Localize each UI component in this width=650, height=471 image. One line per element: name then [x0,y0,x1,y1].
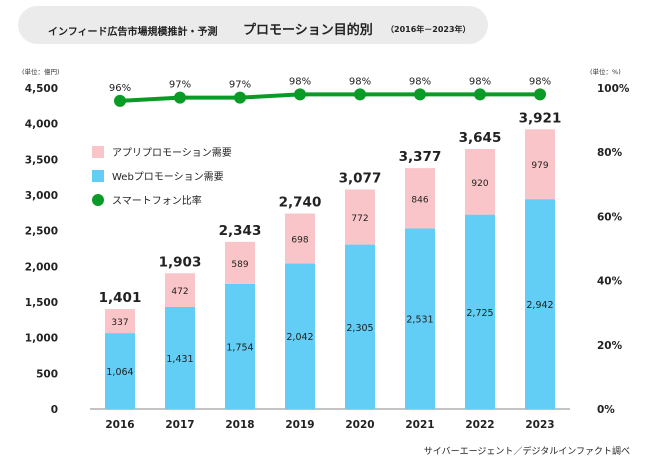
smartphone-ratio-label: 98% [289,76,311,87]
right-axis-tick-label: 60% [597,211,623,223]
x-axis-tick-label: 2021 [405,419,434,431]
smartphone-ratio-label: 97% [229,80,251,91]
smartphone-ratio-label: 96% [109,83,131,94]
bar-web-value-label: 1,754 [226,342,253,353]
bar-web-value-label: 2,042 [286,332,313,343]
bar-app-segment [285,213,315,264]
source-note: サイバーエージェント／デジタルインファクト調べ [423,447,630,457]
right-axis-tick-label: 40% [597,276,623,288]
smartphone-ratio-point [354,88,366,101]
x-axis-tick-label: 2018 [225,419,254,431]
bar-total-label: 1,401 [99,290,142,306]
bar-app-value-label: 772 [351,214,368,224]
bar-web-value-label: 1,064 [106,367,133,378]
left-axis-tick-label: 2,500 [25,226,58,238]
right-axis-tick-label: 20% [597,340,623,352]
bar-web-segment [225,283,255,409]
smartphone-ratio-label: 98% [349,76,371,87]
bar-web-segment [465,214,495,409]
x-axis-tick-label: 2019 [285,419,314,431]
legend-app-label: アプリプロモーション需要 [112,147,232,159]
legend-web-label: Webプロモーション需要 [112,171,224,183]
smartphone-ratio-label: 98% [409,76,431,87]
bar-web-value-label: 2,942 [526,300,553,311]
bar-app-value-label: 846 [411,195,428,205]
bar-app-segment [405,168,435,229]
left-axis-tick-label: 3,500 [25,154,58,166]
left-axis-tick-label: 1,000 [25,333,58,345]
left-axis-tick-label: 2,000 [25,261,58,273]
left-axis-tick-label: 0 [51,404,58,416]
bar-app-segment [465,148,495,215]
smartphone-ratio-point [414,88,426,101]
left-axis-tick-label: 4,000 [25,119,58,131]
bar-web-segment [285,263,315,409]
legend-web-swatch [92,170,104,182]
bar-app-value-label: 698 [291,235,308,245]
bar-web-segment [165,306,195,409]
left-axis-tick-label: 500 [36,368,58,380]
x-axis-tick-label: 2017 [165,419,194,431]
bar-total-label: 3,645 [459,130,502,146]
bar-total-label: 2,343 [219,223,262,239]
smartphone-ratio-point [534,88,546,101]
bar-total-label: 1,903 [159,254,202,270]
bar-app-segment [525,129,555,200]
smartphone-ratio-point [474,88,486,101]
right-axis-tick-label: 0% [597,404,615,416]
right-axis-tick-label: 80% [597,147,623,159]
legend-app-swatch [92,146,104,158]
smartphone-ratio-point [174,91,186,104]
bar-app-value-label: 472 [171,287,188,297]
x-axis-tick-label: 2022 [465,419,494,431]
right-axis-tick-label: 100% [597,83,630,95]
smartphone-ratio-label: 98% [469,76,491,87]
bar-web-segment [105,333,135,409]
title-banner: インフィード広告市場規模推計・予測 プロモーション目的別 （2016年－2023… [18,6,488,44]
bar-app-segment [105,309,135,334]
bar-web-segment [525,199,555,409]
smartphone-ratio-label: 98% [529,76,551,87]
bar-web-value-label: 2,305 [346,323,373,334]
smartphone-ratio-label: 97% [169,80,191,91]
chart-title: インフィード広告市場規模推計・予測 [48,27,218,38]
chart-subtitle: プロモーション目的別 [243,23,373,38]
bar-app-segment [225,241,255,284]
bar-total-label: 3,377 [399,149,442,165]
legend-line-marker [92,194,104,206]
smartphone-ratio-point [294,88,306,101]
smartphone-ratio-line [119,92,540,103]
legend-line-label: スマートフォン比率 [112,194,202,207]
bar-app-value-label: 979 [531,161,548,171]
bar-total-label: 3,077 [339,171,382,187]
left-axis-tick-label: 3,000 [25,190,58,202]
left-axis-tick-label: 4,500 [25,83,58,95]
left-axis-unit: (単位：億円) [22,67,60,76]
bar-app-value-label: 337 [111,318,128,328]
smartphone-ratio-point [114,94,126,107]
right-axis-unit: (単位：%) [590,67,621,76]
bar-app-segment [165,273,195,307]
smartphone-ratio-point [234,91,246,104]
left-axis-tick-label: 1,500 [25,297,58,309]
x-axis-tick-label: 2016 [105,419,134,431]
bar-app-value-label: 920 [471,179,488,189]
chart-year-range: （2016年－2023年） [386,25,471,34]
x-axis-tick-label: 2023 [525,419,554,431]
bar-web-value-label: 2,725 [466,308,493,319]
bar-web-value-label: 1,431 [166,354,193,365]
bar-total-label: 2,740 [279,195,322,211]
x-axis-tick-label: 2020 [345,419,374,431]
bar-web-segment [405,228,435,409]
bar-app-value-label: 589 [231,260,248,270]
bar-total-label: 3,921 [519,110,562,126]
bar-app-segment [345,189,375,245]
bar-web-segment [345,244,375,409]
bar-web-value-label: 2,531 [406,315,433,326]
